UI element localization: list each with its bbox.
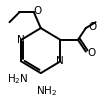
Text: O: O: [88, 48, 96, 58]
Text: N: N: [56, 56, 64, 66]
Text: N: N: [17, 35, 25, 45]
Text: O: O: [88, 22, 97, 32]
Text: H$_2$N: H$_2$N: [7, 72, 28, 86]
Text: O: O: [34, 6, 42, 16]
Text: NH$_2$: NH$_2$: [36, 84, 57, 98]
